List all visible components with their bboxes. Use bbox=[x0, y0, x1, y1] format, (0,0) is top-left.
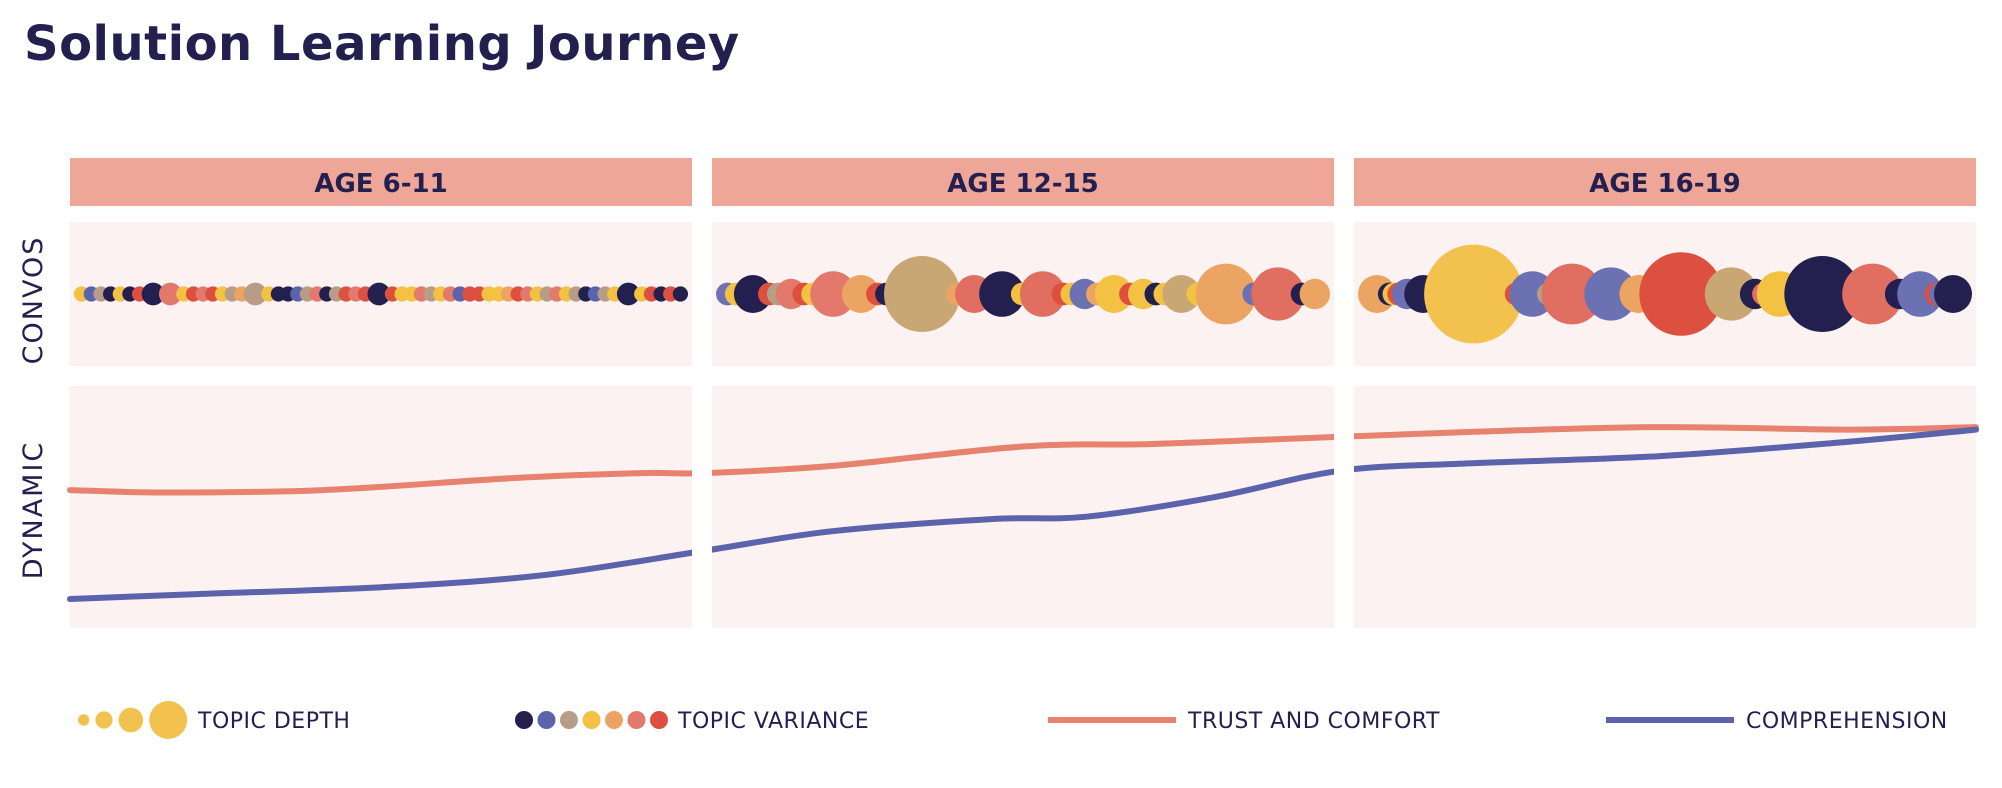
topic-bubble bbox=[367, 282, 391, 306]
topic-bubble bbox=[616, 282, 640, 306]
topic-bubble bbox=[672, 286, 689, 302]
topic-bubble bbox=[979, 271, 1025, 317]
legend-topic-depth-bubbles bbox=[78, 701, 188, 739]
legend-trust-label: TRUST AND COMFORT bbox=[1187, 709, 1440, 734]
panel-gutter bbox=[1334, 356, 1354, 628]
age-group-headers: AGE 6-11 AGE 12-15 AGE 16-19 bbox=[70, 158, 1976, 206]
topic-bubble bbox=[1897, 271, 1943, 317]
age-label-age-12-15: AGE 12-15 bbox=[947, 169, 1098, 199]
legend-depth-bubble bbox=[95, 711, 113, 729]
legend-topic-variance-label: TOPIC VARIANCE bbox=[677, 709, 869, 734]
comprehension-line bbox=[67, 426, 1979, 602]
age-label-age-16-19: AGE 16-19 bbox=[1589, 169, 1740, 199]
legend-variance-dot bbox=[560, 711, 578, 729]
legend-depth-bubble bbox=[78, 714, 90, 726]
topic-bubble bbox=[1019, 271, 1066, 317]
topic-bubble bbox=[1424, 244, 1523, 344]
page-title: Solution Learning Journey bbox=[24, 16, 740, 72]
topic-bubble bbox=[1299, 278, 1331, 310]
panel-gutter bbox=[692, 356, 712, 628]
header-band-age-12-15 bbox=[712, 158, 1334, 206]
topic-bubbles bbox=[74, 244, 1972, 344]
header-band-age-6-11 bbox=[70, 158, 692, 206]
legend: TOPIC DEPTH TOPIC VARIANCE TRUST AND COM… bbox=[78, 701, 1948, 739]
age-label-age-6-11: AGE 6-11 bbox=[314, 169, 447, 199]
legend-depth-bubble bbox=[149, 701, 188, 739]
legend-topic-depth-label: TOPIC DEPTH bbox=[197, 709, 350, 734]
row-label-dynamic: DYNAMIC bbox=[18, 441, 49, 580]
dynamic-panel-age-6-11 bbox=[70, 386, 692, 628]
dynamic-lines bbox=[67, 424, 1979, 602]
topic-bubble bbox=[1934, 275, 1972, 313]
topic-bubble bbox=[1584, 267, 1638, 321]
header-band-age-16-19 bbox=[1354, 158, 1976, 206]
legend-variance-dot bbox=[537, 711, 556, 729]
topic-bubble bbox=[1704, 267, 1758, 321]
legend-variance-dot bbox=[515, 711, 533, 729]
panel-gaps bbox=[692, 356, 1354, 628]
legend-topic-variance-dots bbox=[515, 711, 668, 729]
legend-variance-dot bbox=[582, 711, 601, 729]
trust-and-comfort-line bbox=[67, 424, 1979, 496]
topic-bubble bbox=[884, 256, 960, 332]
topic-bubble bbox=[1509, 271, 1556, 317]
topic-bubble bbox=[1842, 263, 1903, 325]
topic-bubble bbox=[1541, 263, 1603, 325]
row-labels: CONVOS DYNAMIC bbox=[18, 236, 49, 580]
dynamic-panel-age-16-19 bbox=[1354, 386, 1976, 628]
topic-bubble bbox=[1094, 275, 1133, 313]
dynamic-panel-age-12-15 bbox=[712, 386, 1334, 628]
topic-bubble bbox=[1784, 256, 1861, 332]
legend-comprehension-label: COMPREHENSION bbox=[1746, 709, 1948, 734]
topic-bubble bbox=[1251, 267, 1305, 321]
legend-variance-dot bbox=[605, 711, 623, 729]
topic-bubble bbox=[810, 271, 856, 317]
legend-variance-dot bbox=[650, 711, 668, 729]
legend-depth-bubble bbox=[118, 707, 144, 733]
topic-bubble bbox=[159, 282, 182, 306]
topic-bubble bbox=[1162, 275, 1201, 313]
topic-bubble bbox=[733, 275, 772, 313]
topic-bubble bbox=[1195, 263, 1257, 325]
topic-bubble bbox=[1639, 252, 1723, 336]
topic-bubble bbox=[141, 282, 165, 306]
topic-bubble bbox=[842, 275, 880, 313]
topic-bubble bbox=[243, 282, 267, 306]
row-label-convos: CONVOS bbox=[18, 236, 49, 365]
legend-variance-dot bbox=[627, 711, 646, 729]
